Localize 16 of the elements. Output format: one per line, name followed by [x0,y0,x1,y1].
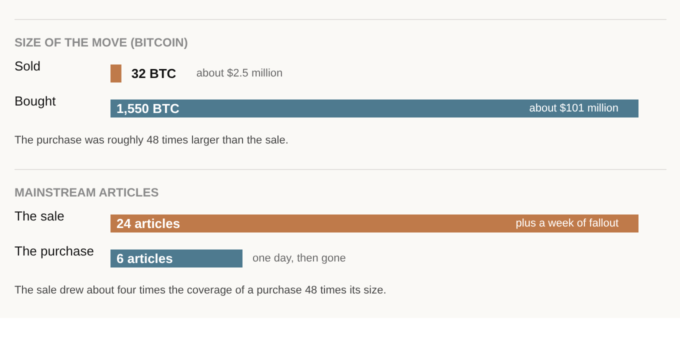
y-tick-label: The purchase [14,244,94,258]
data-label: 6 articles [116,251,173,266]
y-tick-label: Sold [14,58,41,74]
text: The sale drew about four times the coverage of a purchase 48 times its size. [14,284,386,296]
text: The purchase was roughly 48 times larger than the sale. [14,134,288,146]
chart-title: SIZE OF THE MOVE (BITCOIN) [14,36,188,50]
chart-title: MAINSTREAM ARTICLES [14,186,159,200]
annotation: one day, then gone [252,252,346,264]
annotation: plus a week of fallout [516,218,619,230]
data-label: 32 BTC [131,66,177,81]
annotation: about $2.5 million [196,68,283,80]
annotation: about $101 million [529,102,619,114]
y-tick-label: Bought [14,94,56,108]
y-tick-label: The sale [14,208,64,224]
data-label: 24 articles [116,216,180,231]
data-label: 1,550 BTC [116,101,180,116]
